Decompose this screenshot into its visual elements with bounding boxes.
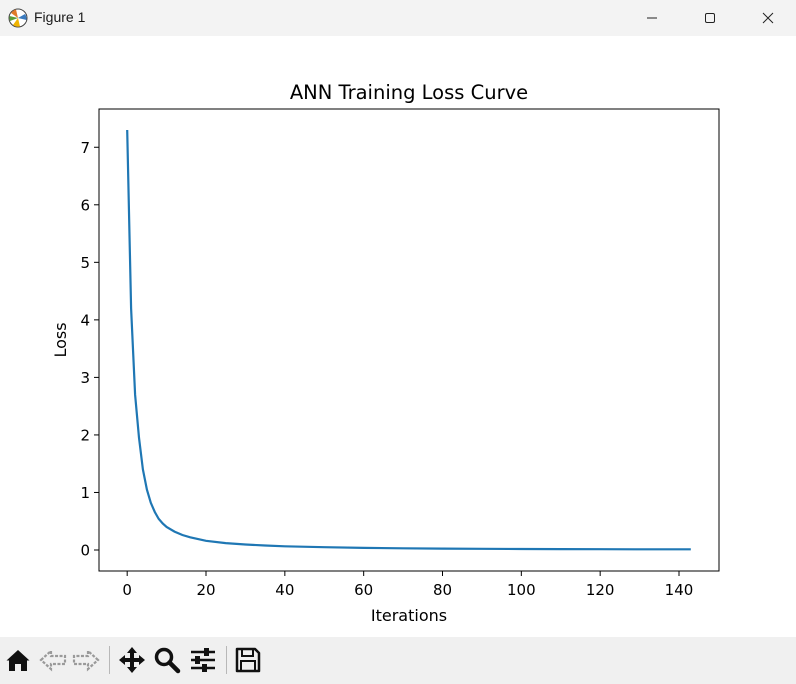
y-tick-label: 4 — [80, 311, 90, 329]
toolbar-separator — [226, 646, 227, 674]
matplotlib-logo-icon — [8, 8, 28, 28]
save-button[interactable] — [233, 645, 263, 675]
x-tick-label: 140 — [665, 581, 694, 599]
maximize-button[interactable] — [681, 0, 739, 36]
toolbar-separator — [109, 646, 110, 674]
y-tick-label: 0 — [80, 542, 90, 560]
y-tick-label: 2 — [80, 426, 90, 444]
move-arrows-icon — [119, 647, 145, 673]
minimize-icon — [647, 17, 657, 19]
floppy-disk-icon — [235, 647, 261, 673]
y-tick-label: 3 — [80, 369, 90, 387]
configure-subplots-button[interactable] — [188, 645, 218, 675]
window-title: Figure 1 — [34, 9, 86, 25]
pan-button[interactable] — [117, 645, 147, 675]
x-tick-label: 60 — [354, 581, 373, 599]
loss-chart: ANN Training Loss Curve 0 20 40 60 80 100 120 1… — [51, 81, 720, 625]
zoom-button[interactable] — [152, 645, 182, 675]
y-axis-ticks: 0 1 2 3 4 5 6 7 — [80, 139, 99, 560]
back-button[interactable] — [38, 645, 68, 675]
x-tick-label: 120 — [586, 581, 615, 599]
x-tick-label: 40 — [275, 581, 294, 599]
sliders-icon — [191, 648, 215, 672]
home-button[interactable] — [3, 645, 33, 675]
close-icon — [762, 12, 774, 24]
maximize-icon — [705, 13, 715, 23]
close-button[interactable] — [739, 0, 796, 36]
x-tick-label: 80 — [433, 581, 452, 599]
right-arrow-icon — [72, 648, 100, 672]
y-tick-label: 5 — [80, 254, 90, 272]
y-tick-label: 1 — [80, 484, 90, 502]
y-tick-label: 7 — [80, 139, 90, 157]
series-loss-line — [126, 129, 691, 551]
minimize-button[interactable] — [623, 0, 681, 36]
window-titlebar: Figure 1 — [0, 0, 796, 36]
x-axis-label: Iterations — [371, 606, 447, 625]
home-icon — [6, 650, 30, 671]
x-tick-label: 100 — [507, 581, 536, 599]
x-tick-label: 0 — [122, 581, 132, 599]
axes-frame — [98, 108, 720, 572]
figure-canvas[interactable]: ANN Training Loss Curve 0 20 40 60 80 100 120 1… — [0, 36, 796, 637]
chart-title: ANN Training Loss Curve — [290, 81, 528, 104]
x-axis-ticks: 0 20 40 60 80 100 120 140 — [122, 571, 693, 599]
forward-button[interactable] — [71, 645, 101, 675]
y-tick-label: 6 — [80, 196, 90, 214]
navigation-toolbar — [0, 637, 796, 684]
magnifier-icon — [154, 647, 181, 674]
y-axis-label: Loss — [51, 322, 70, 357]
left-arrow-icon — [39, 648, 67, 672]
x-tick-label: 20 — [196, 581, 215, 599]
